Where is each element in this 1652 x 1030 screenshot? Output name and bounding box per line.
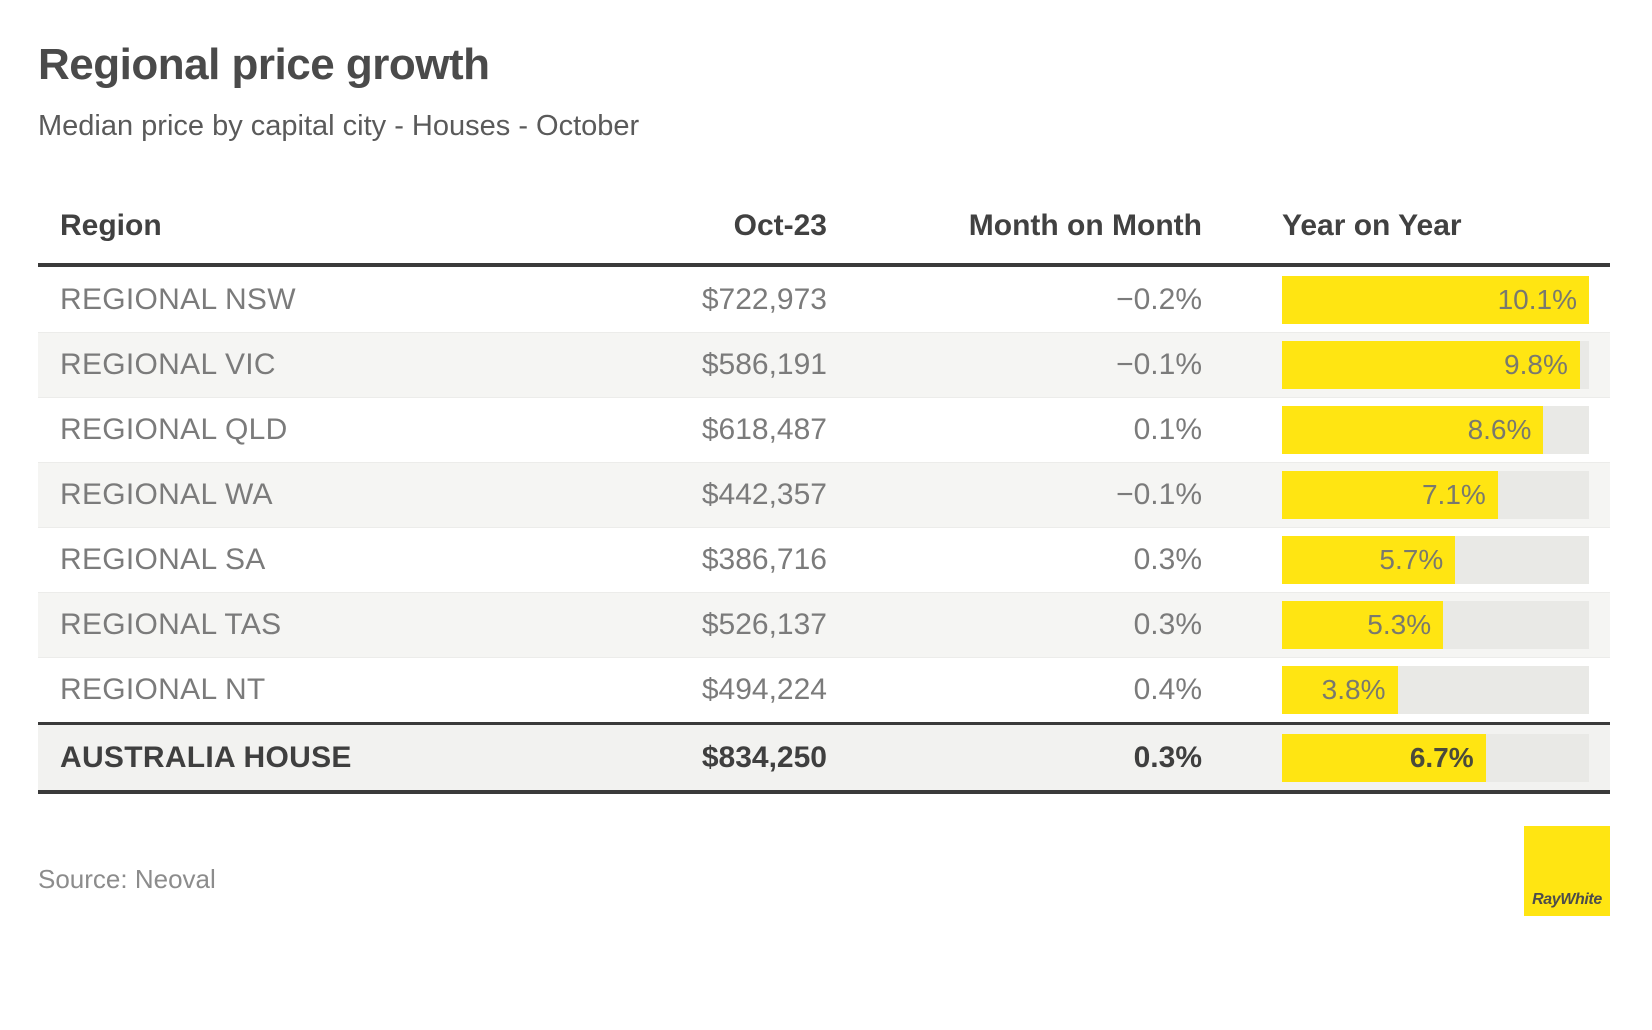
table-row: REGIONAL SA $386,716 0.3% 5.7% <box>38 527 1610 592</box>
yoy-bar: 5.7% <box>1282 536 1456 584</box>
yoy-bar-track: 6.7% <box>1282 733 1589 782</box>
yoy-bar: 6.7% <box>1282 733 1486 782</box>
region-label: AUSTRALIA HOUSE <box>60 740 352 774</box>
year-on-year-cell: 5.7% <box>1202 528 1610 592</box>
footer: Source: Neoval RayWhite <box>38 826 1610 916</box>
yoy-value-label: 9.8% <box>1504 349 1568 380</box>
year-on-year-cell: 7.1% <box>1202 463 1610 527</box>
month-on-month-value: 0.3% <box>1133 608 1202 641</box>
table-row-total: AUSTRALIA HOUSE $834,250 0.3% 6.7% <box>38 722 1610 794</box>
yoy-bar: 9.8% <box>1282 341 1580 389</box>
yoy-value-label: 6.7% <box>1409 741 1474 773</box>
table-body: REGIONAL NSW $722,973 −0.2% 10.1% REGIONAL V… <box>38 267 1610 794</box>
source-attribution: Source: Neoval <box>38 864 216 894</box>
month-on-month-value: −0.2% <box>1116 282 1202 316</box>
yoy-bar-track: 7.1% <box>1282 471 1589 519</box>
month-on-month-value: −0.1% <box>1116 478 1202 511</box>
median-price-value: $526,137 <box>701 608 827 641</box>
table-row: REGIONAL QLD $618,487 0.1% 8.6% <box>38 397 1610 462</box>
median-price-value: $618,487 <box>701 413 827 446</box>
year-on-year-cell: 5.3% <box>1202 593 1610 657</box>
month-on-month-value: 0.4% <box>1133 673 1202 706</box>
page-title: Regional price growth <box>38 40 490 89</box>
yoy-bar: 5.3% <box>1282 601 1444 649</box>
page-subtitle: Median price by capital city - Houses - … <box>38 110 640 142</box>
median-price-value: $386,716 <box>701 543 827 576</box>
yoy-bar: 7.1% <box>1282 471 1498 519</box>
table-row: REGIONAL NT $494,224 0.4% 3.8% <box>38 657 1610 722</box>
table-row: REGIONAL TAS $526,137 0.3% 5.3% <box>38 592 1610 657</box>
year-on-year-cell: 9.8% <box>1202 333 1610 397</box>
yoy-bar-track: 9.8% <box>1282 341 1589 389</box>
year-on-year-cell: 6.7% <box>1202 725 1610 790</box>
region-label: REGIONAL NSW <box>60 282 296 316</box>
report-page: Regional price growth Median price by ca… <box>0 40 1652 916</box>
yoy-bar: 8.6% <box>1282 406 1544 454</box>
median-price-value: $834,250 <box>701 740 827 774</box>
region-label: REGIONAL TAS <box>60 608 282 641</box>
month-on-month-value: 0.3% <box>1133 543 1202 576</box>
region-label: REGIONAL SA <box>60 543 266 576</box>
region-label: REGIONAL VIC <box>60 348 276 381</box>
region-label: REGIONAL QLD <box>60 413 288 446</box>
column-header-oct-23: Oct-23 <box>733 209 827 242</box>
median-price-value: $722,973 <box>701 282 827 316</box>
yoy-value-label: 5.7% <box>1379 544 1444 575</box>
yoy-bar: 3.8% <box>1282 666 1398 714</box>
month-on-month-value: 0.3% <box>1133 740 1202 774</box>
median-price-value: $586,191 <box>701 348 827 381</box>
yoy-value-label: 10.1% <box>1497 283 1577 315</box>
median-price-value: $494,224 <box>701 673 827 706</box>
yoy-bar: 10.1% <box>1282 275 1589 324</box>
yoy-bar-track: 8.6% <box>1282 406 1589 454</box>
table-header-row: Region Oct-23 Month on Month Year on Yea… <box>38 151 1610 267</box>
yoy-value-label: 7.1% <box>1421 479 1486 510</box>
month-on-month-value: 0.1% <box>1133 413 1202 446</box>
median-price-value: $442,357 <box>701 478 827 511</box>
region-label: REGIONAL NT <box>60 673 266 706</box>
year-on-year-cell: 10.1% <box>1202 267 1610 332</box>
yoy-value-label: 8.6% <box>1467 414 1532 445</box>
yoy-value-label: 3.8% <box>1321 674 1386 705</box>
year-on-year-cell: 8.6% <box>1202 398 1610 462</box>
region-label: REGIONAL WA <box>60 478 273 511</box>
year-on-year-cell: 3.8% <box>1202 658 1610 722</box>
yoy-bar-track: 10.1% <box>1282 275 1589 324</box>
ray-white-logo-text: RayWhite <box>1532 891 1602 908</box>
yoy-bar-track: 3.8% <box>1282 666 1589 714</box>
column-header-month-on-month: Month on Month <box>968 209 1202 242</box>
table-row: REGIONAL VIC $586,191 −0.1% 9.8% <box>38 332 1610 397</box>
table-row: REGIONAL NSW $722,973 −0.2% 10.1% <box>38 267 1610 332</box>
column-header-year-on-year: Year on Year <box>1282 209 1462 242</box>
yoy-bar-track: 5.3% <box>1282 601 1589 649</box>
month-on-month-value: −0.1% <box>1116 348 1202 381</box>
yoy-value-label: 5.3% <box>1367 609 1432 640</box>
table-row: REGIONAL WA $442,357 −0.1% 7.1% <box>38 462 1610 527</box>
yoy-bar-track: 5.7% <box>1282 536 1589 584</box>
ray-white-logo: RayWhite <box>1524 826 1610 916</box>
price-growth-table: Region Oct-23 Month on Month Year on Yea… <box>38 151 1610 794</box>
column-header-region: Region <box>60 209 162 242</box>
